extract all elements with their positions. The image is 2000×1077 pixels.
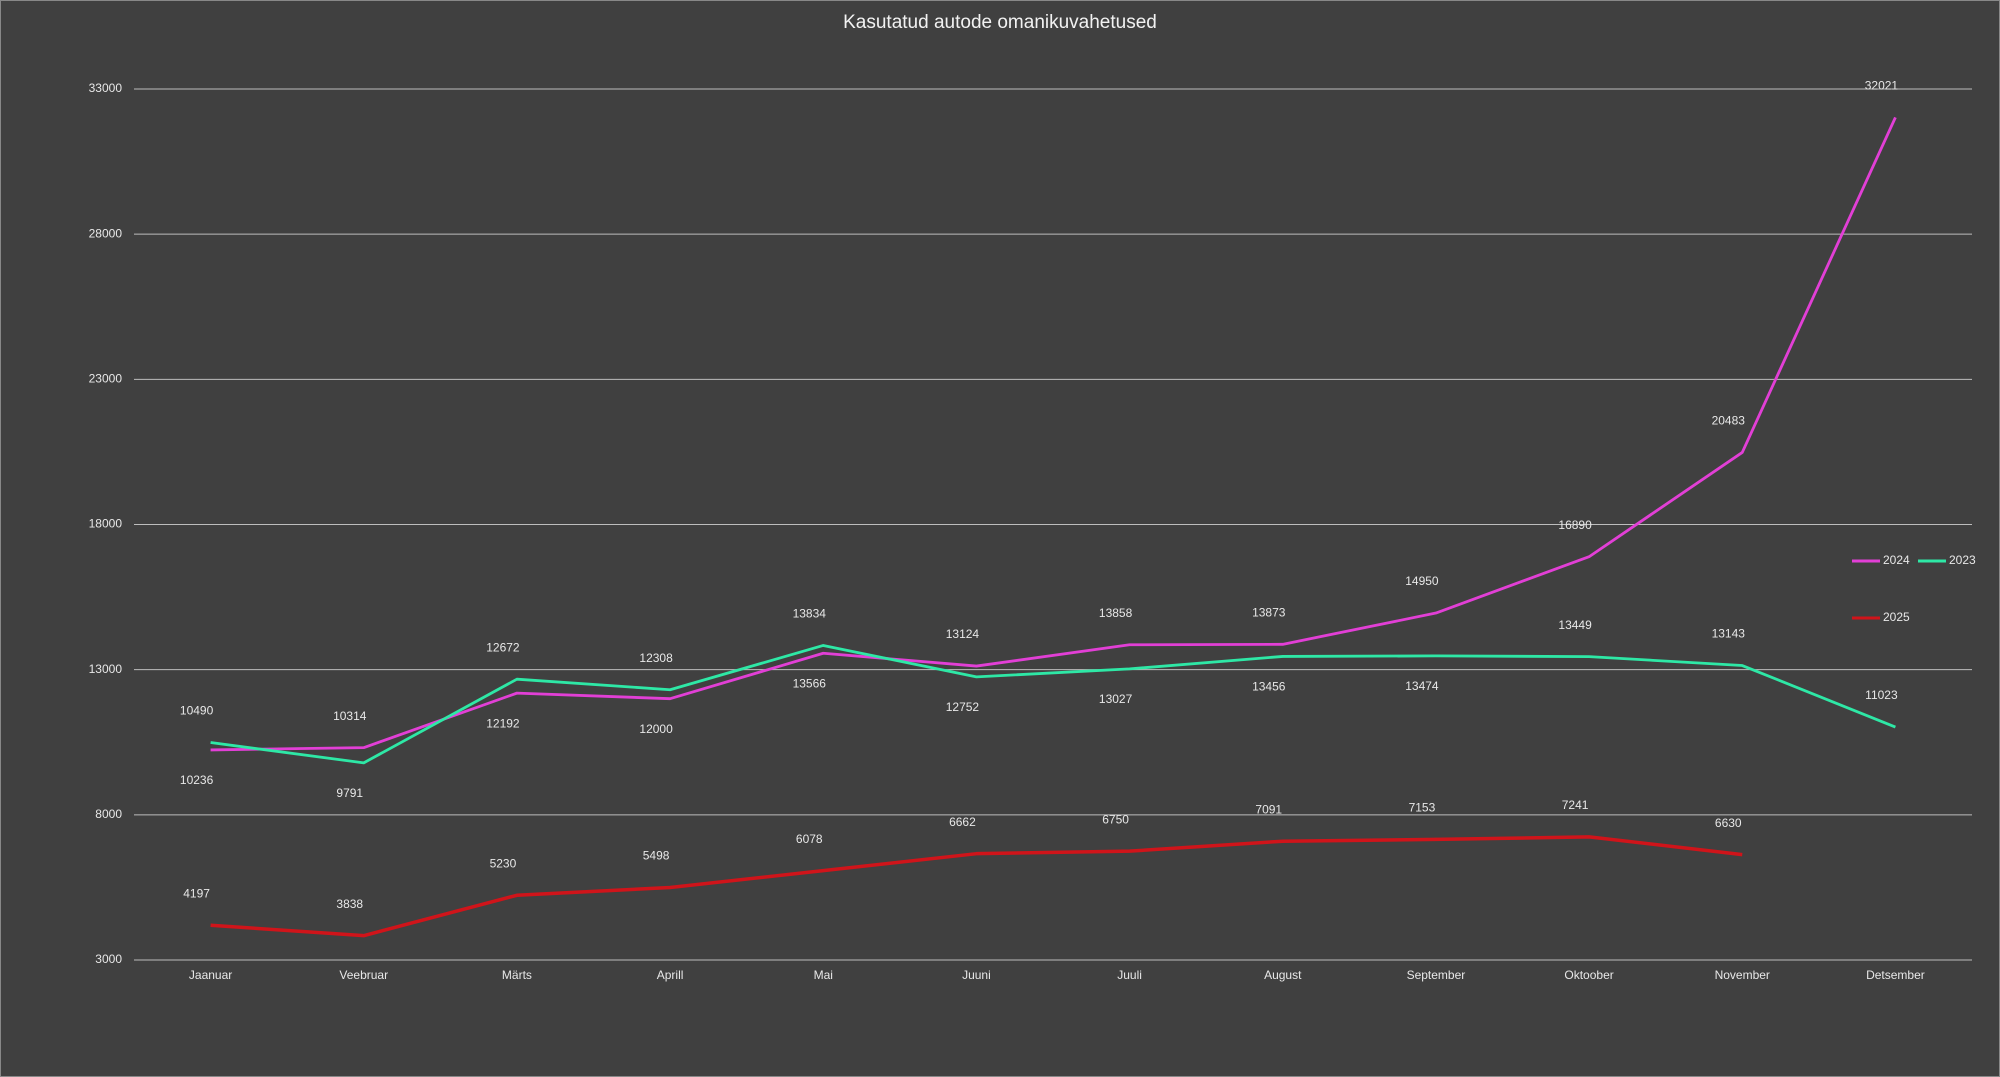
data-label: 12672 bbox=[486, 640, 520, 654]
data-label: 13124 bbox=[946, 627, 980, 641]
data-label: 16890 bbox=[1558, 518, 1592, 532]
data-label: 9791 bbox=[336, 786, 363, 800]
y-tick-label: 8000 bbox=[95, 807, 122, 821]
x-tick-label: September bbox=[1407, 968, 1466, 982]
legend-label: 2023 bbox=[1949, 553, 1976, 567]
data-label: 13143 bbox=[1712, 627, 1746, 641]
data-label: 6078 bbox=[796, 832, 823, 846]
x-tick-label: Aprill bbox=[657, 968, 684, 982]
data-label: 12192 bbox=[486, 716, 520, 730]
series-line bbox=[210, 835, 1743, 938]
data-label: 13858 bbox=[1099, 606, 1133, 620]
data-label: 10490 bbox=[180, 704, 214, 718]
x-tick-label: Veebruar bbox=[339, 968, 388, 982]
data-label: 13456 bbox=[1252, 680, 1286, 694]
data-label: 6630 bbox=[1715, 816, 1742, 830]
data-label: 12752 bbox=[946, 700, 980, 714]
data-label: 10314 bbox=[333, 709, 367, 723]
data-label: 13449 bbox=[1558, 618, 1592, 632]
series-line bbox=[210, 644, 1896, 765]
y-tick-label: 23000 bbox=[89, 372, 123, 386]
data-label: 6662 bbox=[949, 815, 976, 829]
data-label: 7153 bbox=[1409, 801, 1436, 815]
legend-label: 2025 bbox=[1883, 610, 1910, 624]
data-label: 14950 bbox=[1405, 574, 1439, 588]
x-tick-label: Juuli bbox=[1117, 968, 1142, 982]
x-tick-label: Mai bbox=[814, 968, 833, 982]
legend-label: 2024 bbox=[1883, 553, 1910, 567]
data-label: 13027 bbox=[1099, 692, 1133, 706]
y-tick-label: 13000 bbox=[89, 662, 123, 676]
x-tick-label: Detsember bbox=[1866, 968, 1925, 982]
data-label: 13566 bbox=[793, 676, 827, 690]
y-tick-label: 28000 bbox=[89, 226, 123, 240]
x-tick-label: Märts bbox=[502, 968, 532, 982]
x-tick-label: November bbox=[1715, 968, 1770, 982]
chart-title: Kasutatud autode omanikuvahetused bbox=[843, 12, 1157, 33]
x-tick-label: Oktoober bbox=[1564, 968, 1613, 982]
data-label: 12308 bbox=[639, 651, 673, 665]
y-tick-label: 33000 bbox=[89, 81, 123, 95]
data-label: 13834 bbox=[793, 607, 827, 621]
data-label: 7091 bbox=[1255, 802, 1282, 816]
y-tick-label: 3000 bbox=[95, 952, 122, 966]
x-tick-label: Jaanuar bbox=[189, 968, 232, 982]
data-label: 20483 bbox=[1712, 414, 1746, 428]
data-label: 11023 bbox=[1865, 688, 1898, 702]
y-tick-label: 18000 bbox=[89, 517, 123, 531]
data-label: 10236 bbox=[180, 773, 214, 787]
data-label: 13474 bbox=[1405, 679, 1439, 693]
data-label: 6750 bbox=[1102, 812, 1129, 826]
data-label: 3838 bbox=[336, 897, 363, 911]
data-label: 7241 bbox=[1562, 798, 1589, 812]
series-line bbox=[210, 116, 1897, 752]
data-label: 13873 bbox=[1252, 605, 1286, 619]
x-tick-label: Juuni bbox=[962, 968, 991, 982]
data-label: 32021 bbox=[1865, 79, 1899, 93]
x-tick-label: August bbox=[1264, 968, 1302, 982]
data-label: 5230 bbox=[490, 856, 517, 870]
data-label: 5498 bbox=[643, 849, 670, 863]
data-label: 4197 bbox=[183, 886, 210, 900]
data-label: 12000 bbox=[639, 722, 673, 736]
